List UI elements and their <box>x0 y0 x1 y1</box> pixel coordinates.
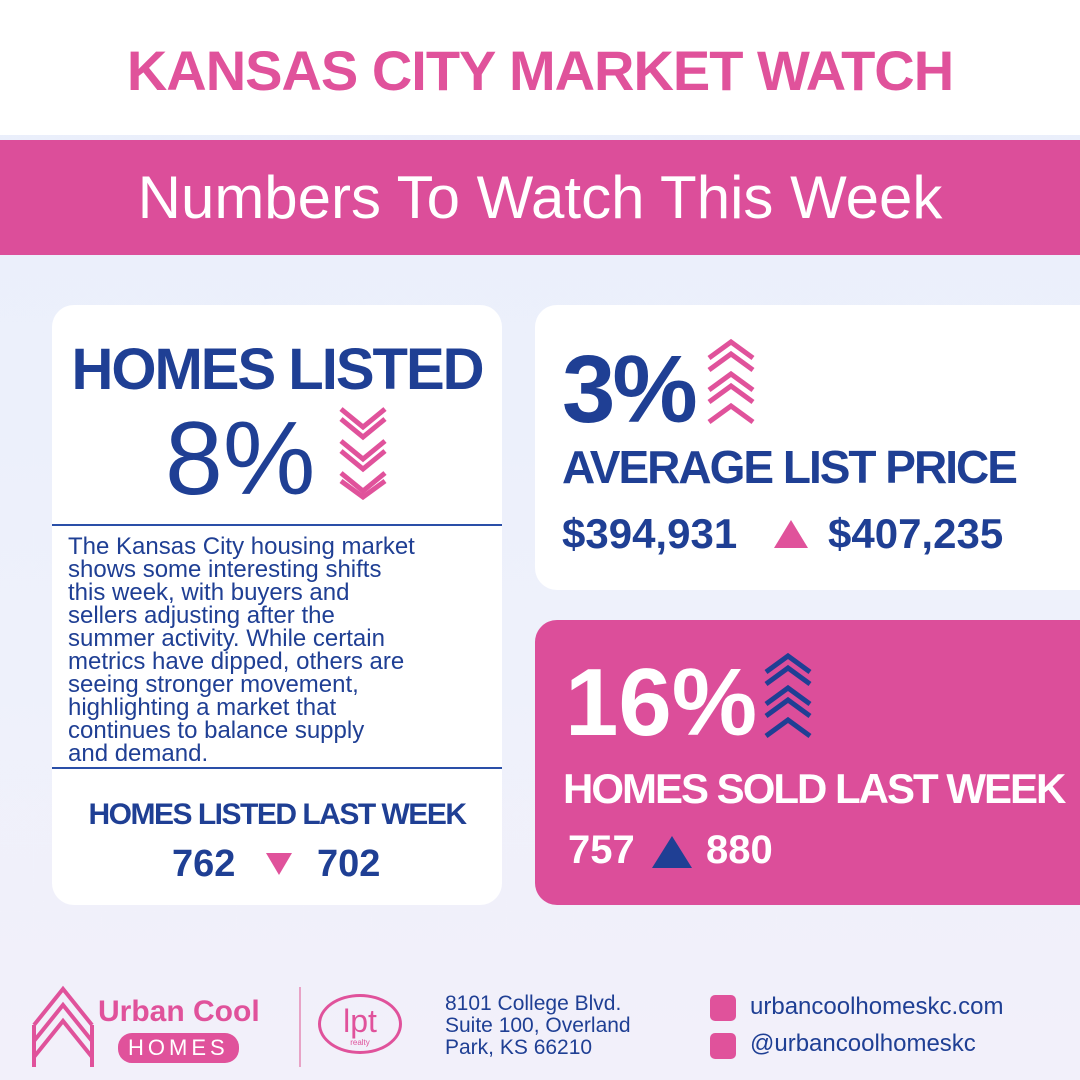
subtitle-band <box>0 140 1080 255</box>
header-band <box>0 0 1080 135</box>
change: 8% <box>165 401 316 517</box>
to-value: 702 <box>317 843 381 885</box>
from-value: 757 <box>568 828 635 872</box>
brand-logo <box>32 985 94 1067</box>
address-line: 8101 College Blvd. <box>445 992 622 1015</box>
up-triangle <box>652 836 692 868</box>
card-title: AVERAGE LIST PRICE <box>562 441 1018 493</box>
website[interactable]: urbancoolhomeskc.com <box>750 993 1004 1020</box>
down-triangle <box>266 853 292 875</box>
up-triangle <box>774 520 808 548</box>
text-line: highlighting a market that <box>68 694 337 721</box>
homes-listed-card <box>52 305 502 905</box>
description: The Kansas City housing market shows som… <box>68 533 415 767</box>
subtitle: Numbers To Watch This Week <box>137 164 943 231</box>
down-chevrons <box>339 407 387 500</box>
text-line: sellers adjusting after the <box>68 602 335 629</box>
to-value: $407,235 <box>828 510 1004 557</box>
separator <box>299 987 301 1067</box>
average-list-price-card <box>535 305 1080 590</box>
up-chevrons <box>707 338 755 425</box>
to-value: 880 <box>706 828 773 872</box>
social-icon <box>710 1033 736 1059</box>
address-line: Park, KS 66210 <box>445 1036 593 1059</box>
card-title: HOMES SOLD LAST WEEK <box>563 765 1066 812</box>
handle[interactable]: @urbancoolhomeskc <box>750 1030 976 1057</box>
up-chevrons <box>764 652 812 739</box>
partner: lpt <box>343 1003 377 1039</box>
divider <box>52 767 502 769</box>
text-line: shows some interesting shifts <box>68 556 382 583</box>
from-value: $394,931 <box>562 510 738 557</box>
change: 3% <box>562 336 698 443</box>
address-line: Suite 100, Overland <box>445 1014 631 1037</box>
text-line: metrics have dipped, others are <box>68 648 405 675</box>
text-line: this week, with buyers and <box>68 579 350 606</box>
from-value: 762 <box>172 843 236 885</box>
text-line: seeing stronger movement, <box>68 671 359 698</box>
text-line: continues to balance supply <box>68 717 365 744</box>
partner-sub: realty <box>350 1038 370 1047</box>
partner-logo <box>318 994 402 1054</box>
divider <box>52 524 502 526</box>
footer-label: HOMES LISTED LAST WEEK <box>88 798 467 831</box>
change: 16% <box>565 649 758 756</box>
brand-bottom: HOMES <box>118 1033 239 1063</box>
web-icon <box>710 995 736 1021</box>
text-line: The Kansas City housing market <box>68 533 415 560</box>
card-title: HOMES LISTED <box>71 337 484 402</box>
brand-top: Urban Cool <box>98 995 260 1028</box>
text-line: and demand. <box>68 740 209 767</box>
address: 8101 College Blvd. Suite 100, Overland P… <box>445 993 631 1059</box>
text-line: summer activity. While certain <box>68 625 385 652</box>
title: KANSAS CITY MARKET WATCH <box>126 39 954 102</box>
